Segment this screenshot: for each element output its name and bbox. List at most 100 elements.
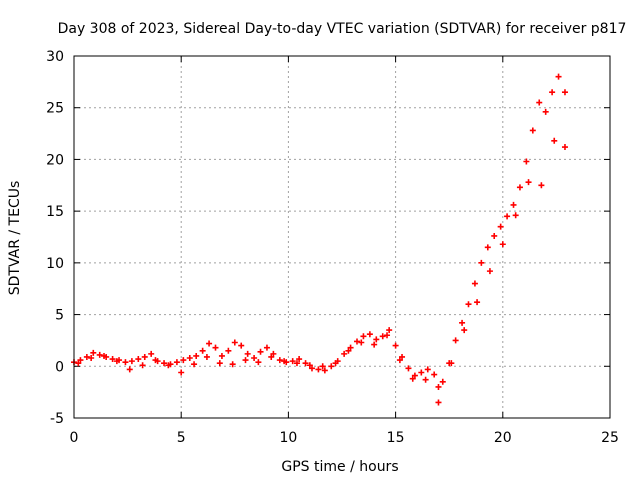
data-point bbox=[293, 360, 300, 367]
data-point bbox=[281, 358, 288, 365]
data-point bbox=[257, 348, 264, 355]
data-point bbox=[113, 358, 120, 365]
data-point bbox=[319, 363, 326, 370]
data-point bbox=[128, 358, 135, 365]
data-point bbox=[126, 366, 133, 373]
data-point bbox=[83, 353, 90, 360]
data-point bbox=[122, 359, 129, 366]
data-point bbox=[212, 344, 219, 351]
plot-background bbox=[74, 56, 610, 418]
data-point bbox=[392, 342, 399, 349]
x-tick-label: 5 bbox=[177, 430, 186, 446]
data-point bbox=[75, 360, 82, 367]
data-point bbox=[276, 357, 283, 364]
data-point bbox=[504, 213, 511, 220]
data-point bbox=[191, 361, 198, 368]
data-point bbox=[345, 347, 352, 354]
data-point bbox=[512, 212, 519, 219]
data-point bbox=[231, 339, 238, 346]
data-point bbox=[152, 357, 159, 364]
data-point bbox=[366, 331, 373, 338]
data-point bbox=[332, 360, 339, 367]
data-point bbox=[561, 144, 568, 151]
data-point bbox=[141, 353, 148, 360]
data-series bbox=[71, 73, 568, 406]
data-point bbox=[148, 350, 155, 357]
y-tick-label: -5 bbox=[50, 411, 64, 427]
data-point bbox=[90, 349, 97, 356]
data-point bbox=[358, 339, 365, 346]
series-1 bbox=[71, 73, 568, 406]
data-point bbox=[448, 360, 455, 367]
data-point bbox=[373, 336, 380, 343]
data-point bbox=[255, 359, 262, 366]
data-point bbox=[302, 360, 309, 367]
data-point bbox=[459, 319, 466, 326]
x-tick-label: 20 bbox=[494, 430, 512, 446]
data-point bbox=[96, 351, 103, 358]
data-point bbox=[422, 376, 429, 383]
data-point bbox=[549, 89, 556, 96]
data-point bbox=[510, 201, 517, 208]
data-point bbox=[238, 342, 245, 349]
data-point bbox=[396, 357, 403, 364]
grid-lines bbox=[74, 56, 610, 418]
data-point bbox=[542, 108, 549, 115]
y-tick-label: 30 bbox=[46, 49, 64, 65]
data-point bbox=[435, 399, 442, 406]
data-point bbox=[88, 355, 95, 362]
data-point bbox=[360, 333, 367, 340]
data-point bbox=[268, 353, 275, 360]
x-tick-label: 0 bbox=[70, 430, 79, 446]
data-point bbox=[561, 89, 568, 96]
data-point bbox=[538, 182, 545, 189]
data-point bbox=[525, 179, 532, 186]
data-point bbox=[101, 352, 108, 359]
x-axis-label: GPS time / hours bbox=[281, 459, 398, 475]
data-point bbox=[180, 357, 187, 364]
data-point bbox=[242, 357, 249, 364]
data-point bbox=[431, 371, 438, 378]
data-point bbox=[199, 347, 206, 354]
data-point bbox=[347, 344, 354, 351]
data-point bbox=[206, 340, 213, 347]
data-point bbox=[474, 299, 481, 306]
data-point bbox=[341, 350, 348, 357]
data-point bbox=[251, 355, 258, 362]
data-point bbox=[186, 355, 193, 362]
data-point bbox=[555, 73, 562, 80]
data-point bbox=[465, 301, 472, 308]
y-axis-label: SDTVAR / TECUs bbox=[7, 181, 23, 296]
data-point bbox=[491, 232, 498, 239]
data-point bbox=[77, 357, 84, 364]
data-point bbox=[321, 367, 328, 374]
data-point bbox=[135, 356, 142, 363]
data-point bbox=[193, 352, 200, 359]
data-point bbox=[435, 383, 442, 390]
data-point bbox=[308, 365, 315, 372]
data-point bbox=[516, 184, 523, 191]
data-point bbox=[411, 372, 418, 379]
data-point bbox=[296, 356, 303, 363]
data-point bbox=[203, 353, 210, 360]
data-point bbox=[173, 359, 180, 366]
data-point bbox=[523, 158, 530, 165]
data-point bbox=[386, 327, 393, 334]
data-point bbox=[270, 350, 277, 357]
data-point bbox=[536, 99, 543, 106]
data-point bbox=[139, 362, 146, 369]
data-point bbox=[471, 280, 478, 287]
data-point bbox=[405, 365, 412, 372]
y-tick-label: 5 bbox=[55, 308, 64, 324]
data-point bbox=[529, 127, 536, 134]
data-point bbox=[424, 366, 431, 373]
data-point bbox=[218, 352, 225, 359]
data-point bbox=[289, 358, 296, 365]
data-point bbox=[109, 356, 116, 363]
data-point bbox=[452, 337, 459, 344]
series-2 bbox=[75, 137, 568, 390]
x-tick-label: 15 bbox=[387, 430, 405, 446]
data-point bbox=[315, 366, 322, 373]
data-point bbox=[551, 137, 558, 144]
